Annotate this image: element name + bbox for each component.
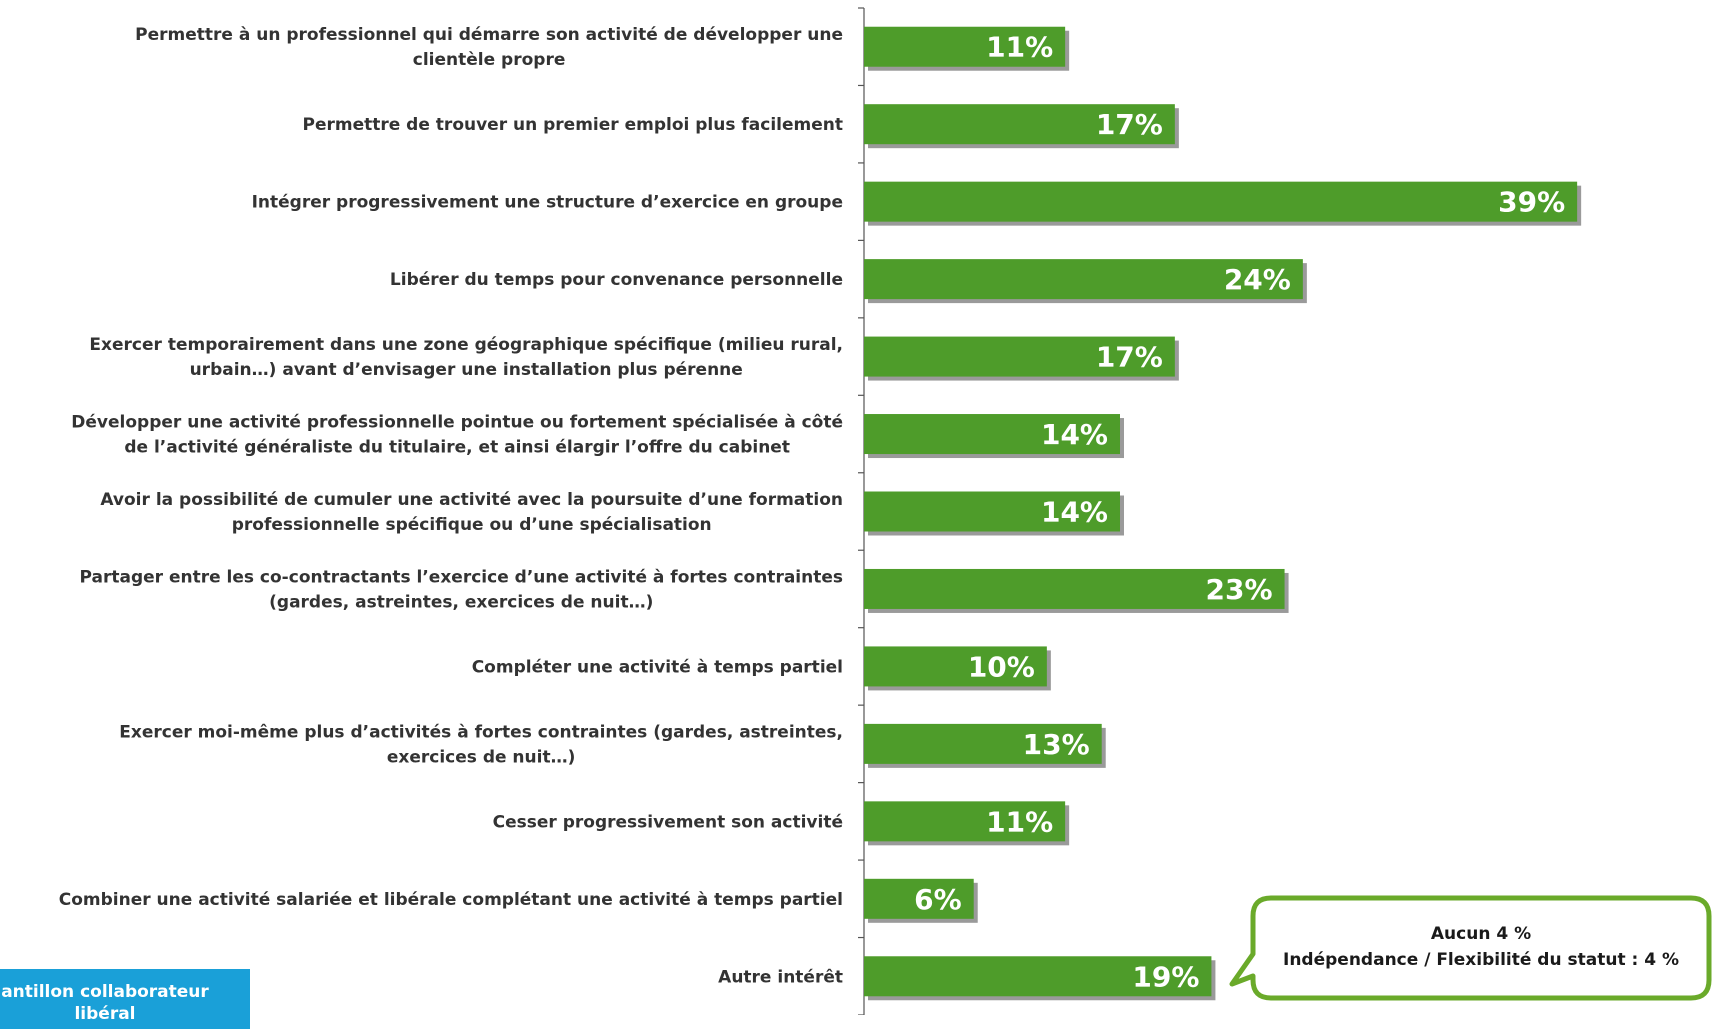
- bar-value-label: 14%: [1041, 496, 1108, 529]
- sample-badge: antillon collaborateur libéral: [0, 969, 250, 1029]
- category-label: de l’activité généraliste du titulaire, …: [124, 438, 790, 458]
- category-label: Exercer moi-même plus d’activités à fort…: [119, 722, 843, 742]
- callout-text-line: Aucun 4 %: [1431, 924, 1531, 944]
- category-label: Exercer temporairement dans une zone géo…: [89, 335, 843, 355]
- category-label: Combiner une activité salariée et libéra…: [59, 890, 843, 910]
- category-label: urbain…) avant d’envisager une installat…: [190, 360, 743, 380]
- bar-value-label: 13%: [1023, 728, 1090, 761]
- bar: [864, 26, 1066, 67]
- bar-value-label: 24%: [1224, 263, 1291, 296]
- category-label: (gardes, astreintes, exercices de nuit…): [269, 592, 653, 612]
- bar: [864, 181, 1578, 222]
- bar-value-label: 6%: [914, 883, 962, 916]
- bar: [864, 336, 1175, 377]
- bar: [864, 878, 974, 919]
- bar: [864, 259, 1303, 300]
- category-label: professionnelle spécifique ou d’une spéc…: [232, 515, 712, 535]
- bar: [864, 568, 1285, 609]
- category-label: Permettre à un professionnel qui démarre…: [135, 25, 843, 45]
- bar-value-label: 39%: [1498, 186, 1565, 219]
- bar-value-label: 10%: [968, 650, 1035, 683]
- bar: [864, 491, 1120, 532]
- bar: [864, 956, 1212, 997]
- sample-badge-line-2: libéral: [74, 1004, 136, 1024]
- bar: [864, 414, 1120, 455]
- category-label: Cesser progressivement son activité: [493, 812, 843, 832]
- bar-value-label: 17%: [1096, 341, 1163, 374]
- category-label: Libérer du temps pour convenance personn…: [390, 270, 843, 290]
- category-label: Développer une activité professionnelle …: [71, 413, 843, 433]
- category-label: clientèle propre: [413, 50, 566, 70]
- callout-text-line: Indépendance / Flexibilité du statut : 4…: [1283, 950, 1679, 970]
- bar-value-label: 17%: [1096, 108, 1163, 141]
- category-label: Autre intérêt: [718, 967, 843, 987]
- category-label: Permettre de trouver un premier emploi p…: [302, 115, 843, 135]
- bar-value-label: 11%: [986, 805, 1053, 838]
- bar: [864, 723, 1102, 764]
- bar-value-label: 14%: [1041, 418, 1108, 451]
- bar: [864, 801, 1066, 842]
- category-label: Partager entre les co-contractants l’exe…: [79, 567, 843, 587]
- category-label: Compléter une activité à temps partiel: [472, 657, 843, 677]
- bar-value-label: 23%: [1206, 573, 1273, 606]
- category-label: Intégrer progressivement une structure d…: [252, 193, 843, 213]
- category-label: Avoir la possibilité de cumuler une acti…: [100, 490, 843, 510]
- callout: Aucun 4 % Indépendance / Flexibilité du s…: [1229, 895, 1712, 1001]
- category-label: exercices de nuit…): [387, 747, 576, 767]
- callout-box: [1229, 895, 1712, 1001]
- bar-value-label: 11%: [986, 31, 1053, 64]
- bar-value-label: 19%: [1132, 960, 1199, 993]
- bar: [864, 646, 1047, 687]
- bar: [864, 104, 1175, 145]
- sample-badge-line-1: antillon collaborateur: [1, 982, 209, 1002]
